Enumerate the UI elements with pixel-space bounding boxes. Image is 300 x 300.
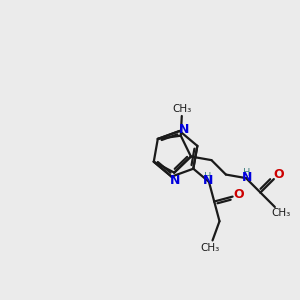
Text: H: H bbox=[204, 172, 212, 182]
Text: N: N bbox=[203, 174, 213, 188]
Text: CH₃: CH₃ bbox=[271, 208, 290, 218]
Text: N: N bbox=[242, 171, 252, 184]
Text: O: O bbox=[273, 168, 284, 181]
Text: N: N bbox=[178, 123, 189, 136]
Text: N: N bbox=[170, 174, 180, 187]
Text: CH₃: CH₃ bbox=[172, 104, 192, 115]
Text: O: O bbox=[234, 188, 244, 201]
Text: CH₃: CH₃ bbox=[200, 243, 219, 253]
Text: H: H bbox=[243, 168, 250, 178]
